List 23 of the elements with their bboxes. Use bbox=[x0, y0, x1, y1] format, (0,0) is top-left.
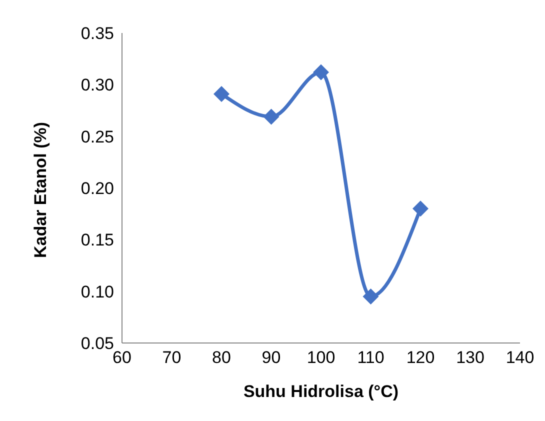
x-tick-label: 140 bbox=[506, 348, 534, 368]
point bbox=[313, 64, 329, 80]
x-tick-label: 120 bbox=[406, 348, 435, 368]
y-tick-label: 0.20 bbox=[80, 179, 114, 198]
point bbox=[412, 200, 428, 217]
x-tick-label: 130 bbox=[456, 348, 484, 368]
y-tick-label: 0.35 bbox=[80, 24, 114, 44]
y-axis-title: Kadar Etanol (%) bbox=[31, 122, 50, 258]
y-tick-label: 0.30 bbox=[80, 76, 114, 95]
x-tick-label: 80 bbox=[212, 348, 231, 368]
x-tick-label: 90 bbox=[262, 348, 281, 368]
point bbox=[214, 86, 230, 102]
x-tick-label: 100 bbox=[306, 348, 336, 368]
y-tick-label: 0.25 bbox=[80, 127, 114, 146]
point bbox=[362, 288, 379, 304]
y-tick-label: 0.10 bbox=[80, 282, 114, 302]
x-tick-label: 60 bbox=[112, 348, 132, 368]
x-tick-label: 110 bbox=[357, 348, 384, 368]
point bbox=[263, 108, 280, 125]
y-tick-label: 0.15 bbox=[80, 230, 114, 250]
x-tick-label: 70 bbox=[162, 348, 182, 368]
x-axis-title: Suhu Hidrolisa (°C) bbox=[243, 382, 399, 401]
y-tick-label: 0.05 bbox=[80, 334, 114, 354]
